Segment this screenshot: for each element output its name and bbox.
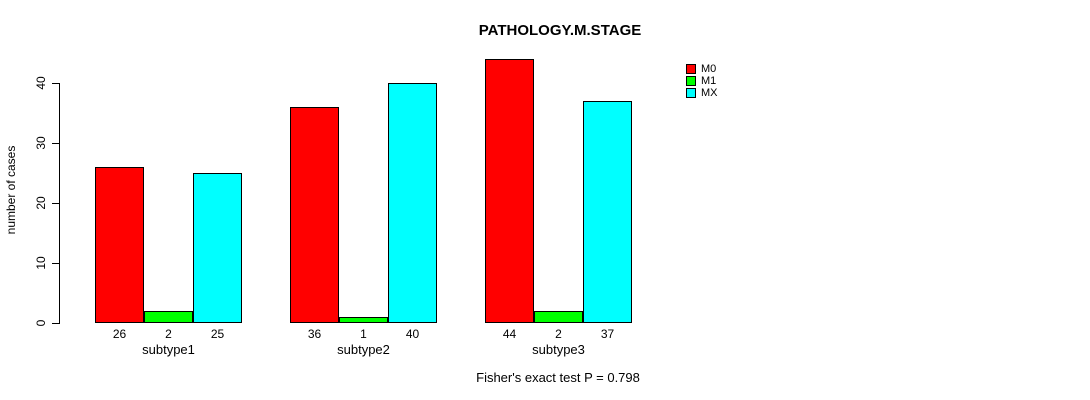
bar-m0-subtype3 xyxy=(485,59,534,323)
y-tick-mark xyxy=(52,323,59,324)
legend-row-mx: MX xyxy=(686,87,718,99)
bar-value-label: 36 xyxy=(307,327,322,341)
bar-value-label: 2 xyxy=(165,327,172,341)
legend-row-m1: M1 xyxy=(686,75,718,87)
bar-mx-subtype1 xyxy=(193,173,242,323)
y-axis-title: number of cases xyxy=(4,145,18,235)
legend-swatch-m1 xyxy=(686,76,696,86)
category-label-subtype2: subtype2 xyxy=(337,342,390,357)
bar-m0-subtype1 xyxy=(95,167,144,323)
bar-m0-subtype2 xyxy=(290,107,339,323)
bar-value-label: 44 xyxy=(502,327,517,341)
bar-value-label: 1 xyxy=(360,327,367,341)
legend-label: M1 xyxy=(701,75,717,87)
bar-m1-subtype1 xyxy=(144,311,193,323)
category-label-subtype1: subtype1 xyxy=(142,342,195,357)
legend-swatch-m0 xyxy=(686,64,696,74)
y-tick-label: 30 xyxy=(34,136,48,150)
bar-mx-subtype3 xyxy=(583,101,632,323)
bar-value-label: 40 xyxy=(405,327,420,341)
y-tick-label: 40 xyxy=(34,76,48,90)
y-axis-line xyxy=(59,83,60,324)
y-tick-mark xyxy=(52,263,59,264)
category-label-subtype3: subtype3 xyxy=(532,342,585,357)
legend-label: M0 xyxy=(701,63,717,75)
bar-value-label: 26 xyxy=(112,327,127,341)
y-tick-label: 0 xyxy=(34,319,48,327)
stat-annotation: Fisher's exact test P = 0.798 xyxy=(476,370,640,385)
bar-value-label: 25 xyxy=(210,327,225,341)
bar-value-label: 37 xyxy=(600,327,615,341)
legend-row-m0: M0 xyxy=(686,63,718,75)
legend-label: MX xyxy=(701,87,718,99)
y-tick-mark xyxy=(52,203,59,204)
bar-m1-subtype3 xyxy=(534,311,583,323)
y-tick-label: 10 xyxy=(34,256,48,270)
y-tick-mark xyxy=(52,143,59,144)
chart-title: PATHOLOGY.M.STAGE xyxy=(478,22,642,39)
bar-value-label: 2 xyxy=(555,327,562,341)
y-tick-mark xyxy=(52,83,59,84)
legend-swatch-mx xyxy=(686,88,696,98)
y-tick-label: 20 xyxy=(34,196,48,210)
bar-m1-subtype2 xyxy=(339,317,388,323)
legend: M0 M1 MX xyxy=(686,63,718,99)
bar-mx-subtype2 xyxy=(388,83,437,323)
